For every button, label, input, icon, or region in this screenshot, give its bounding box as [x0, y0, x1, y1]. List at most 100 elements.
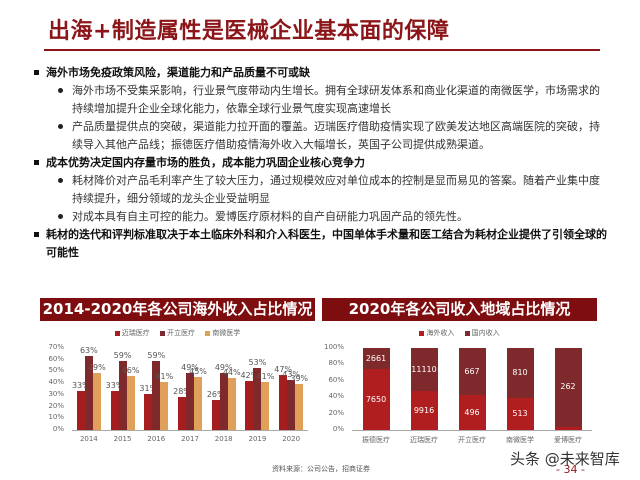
x-tick-label: 爱博医疗 [554, 436, 582, 444]
value-label: 44% [222, 368, 241, 378]
bar-开立医疗 [152, 360, 161, 430]
bar-南微医学 [160, 381, 169, 430]
segment-value-label: 810 [512, 368, 528, 378]
bar-开立医疗 [84, 356, 93, 430]
legend-swatch-icon [205, 330, 211, 336]
segment-value-label: 513 [512, 409, 528, 419]
x-axis [352, 430, 592, 431]
watermark: 头条 @未来智库 [510, 450, 620, 468]
segment-value-label: 11110 [411, 364, 437, 374]
bar-南微医学 [92, 372, 101, 430]
x-tick-label: 2014 [79, 435, 98, 443]
bar-迈瑞医疗 [211, 399, 220, 430]
plot-area: 0% 10% 20% 30% 40% 50% 60% 70% 33% 63% 49% 2014 33% 5… [40, 343, 315, 448]
section-heading: 耗材的迭代和评判标准取决于本土临床外科和介入科医生，中国单体手术量和医工结合为耗… [32, 226, 607, 262]
round-bullet-icon [58, 214, 63, 219]
y-tick-label: 60% [48, 354, 64, 363]
region-revenue-chart: 2020年各公司收入地域占比情况 海外收入 国内收入 0% 20% 40% 60% 80… [322, 298, 597, 448]
value-label: 63% [79, 346, 98, 356]
x-tick-label: 开立医疗 [458, 436, 486, 444]
y-tick-label: 60% [328, 375, 344, 384]
bar-segment-国内收入 [554, 348, 582, 427]
square-bullet-icon [34, 232, 39, 237]
segment-value-label: 262 [560, 382, 576, 392]
bar-迈瑞医疗 [110, 391, 119, 430]
y-tick-label: 20% [328, 408, 344, 417]
x-tick-label: 2018 [214, 435, 233, 443]
bullet-item: 产品质量提供点的突破，渠道能力拉开面的覆盖。迈瑞医疗借助疫情实现了欧美发达地区高… [32, 118, 607, 154]
chart-title: 2014-2020年各公司海外收入占比情况 [40, 298, 315, 321]
y-tick-label: 40% [328, 392, 344, 401]
section-heading: 海外市场免疫政策风险，渠道能力和产品质量不可或缺 [32, 64, 607, 82]
y-tick-label: 70% [48, 343, 64, 351]
value-label: 49% [181, 362, 199, 372]
value-label: 49% [214, 362, 233, 372]
bar-南微医学 [227, 378, 236, 430]
bullet-item: 海外市场不受集采影响，行业景气度带动内生增长。拥有全球研发体系和商业化渠道的南微… [32, 82, 607, 118]
legend-item: 迈瑞医疗 [114, 328, 150, 338]
bar-南微医学 [194, 377, 202, 430]
value-label: 46% [121, 366, 140, 376]
bar-segment-海外收入 [410, 391, 438, 430]
x-tick-label: 2016 [147, 435, 166, 443]
segment-value-label: 9916 [413, 405, 435, 415]
bar-迈瑞医疗 [144, 393, 153, 430]
bar-segment-海外收入 [506, 398, 534, 430]
bar-迈瑞医疗 [279, 374, 288, 430]
bar-segment-海外收入 [362, 369, 390, 430]
value-label: 59% [113, 350, 132, 360]
round-bullet-icon [58, 124, 63, 129]
legend-item: 开立医疗 [160, 328, 195, 338]
square-bullet-icon [34, 160, 39, 165]
value-label: 53% [248, 357, 267, 367]
legend-swatch-icon [419, 330, 425, 336]
round-bullet-icon [58, 178, 63, 183]
x-axis [72, 430, 308, 431]
bar-开立医疗 [186, 372, 194, 430]
value-label: 43% [282, 369, 301, 379]
x-tick-label: 2019 [248, 435, 267, 443]
source-note: 资料来源：公司公告，招商证券 [272, 465, 370, 473]
overseas-revenue-chart: 2014-2020年各公司海外收入占比情况 迈瑞医疗 开立医疗 南微医学 0% 1… [40, 298, 315, 448]
bar-南微医学 [126, 376, 135, 430]
value-label: 59% [147, 350, 166, 360]
segment-value-label: 496 [464, 407, 480, 417]
value-label: 31% [139, 383, 158, 393]
round-bullet-icon [58, 88, 63, 93]
bar-segment-海外收入 [554, 426, 582, 430]
bar-segment-国内收入 [506, 347, 534, 399]
bar-开立医疗 [287, 379, 296, 430]
bar-segment-海外收入 [458, 395, 486, 430]
x-tick-label: 2015 [113, 435, 132, 443]
segment-value-label: 2661 [365, 353, 387, 363]
bar-segment-国内收入 [410, 348, 438, 392]
bullet-item: 耗材降价对产品毛利率产生了较大压力，通过规模效应对单位成本的控制是显而易见的答案… [32, 172, 607, 208]
bullet-content: 海外市场免疫政策风险，渠道能力和产品质量不可或缺 海外市场不受集采影响，行业景气… [32, 64, 607, 262]
legend-swatch-icon [160, 330, 165, 336]
segment-value-label: 667 [464, 366, 480, 376]
value-label: 42% [240, 370, 259, 380]
bar-南微医学 [295, 384, 304, 430]
y-tick-label: 20% [48, 401, 64, 410]
chart-legend: 迈瑞医疗 开立医疗 南微医学 [40, 328, 315, 338]
page-number: - 34 - [556, 463, 585, 476]
bar-迈瑞医疗 [178, 397, 186, 430]
legend-item: 南微医学 [205, 328, 240, 338]
bar-开立医疗 [219, 372, 228, 430]
x-tick-label: 2017 [181, 435, 199, 443]
legend-swatch-icon [114, 330, 120, 336]
square-bullet-icon [34, 70, 39, 75]
x-tick-label: 迈瑞医疗 [410, 436, 438, 444]
bar-迈瑞医疗 [76, 391, 85, 430]
value-label: 41% [256, 371, 275, 381]
value-label: 33% [71, 381, 90, 391]
y-tick-label: 50% [48, 366, 64, 375]
x-tick-label: 南微医学 [506, 436, 534, 444]
bar-开立医疗 [253, 367, 262, 430]
x-tick-label: 振德医疗 [362, 436, 390, 444]
bullet-item: 对成本具有自主可控的能力。爱博医疗原材料的自产自研能力巩固产品的领先性。 [32, 208, 607, 226]
legend-item: 海外收入 [419, 328, 454, 338]
bar-迈瑞医疗 [245, 380, 254, 430]
segment-value-label: 7650 [365, 394, 387, 404]
value-label: 45% [189, 367, 207, 377]
